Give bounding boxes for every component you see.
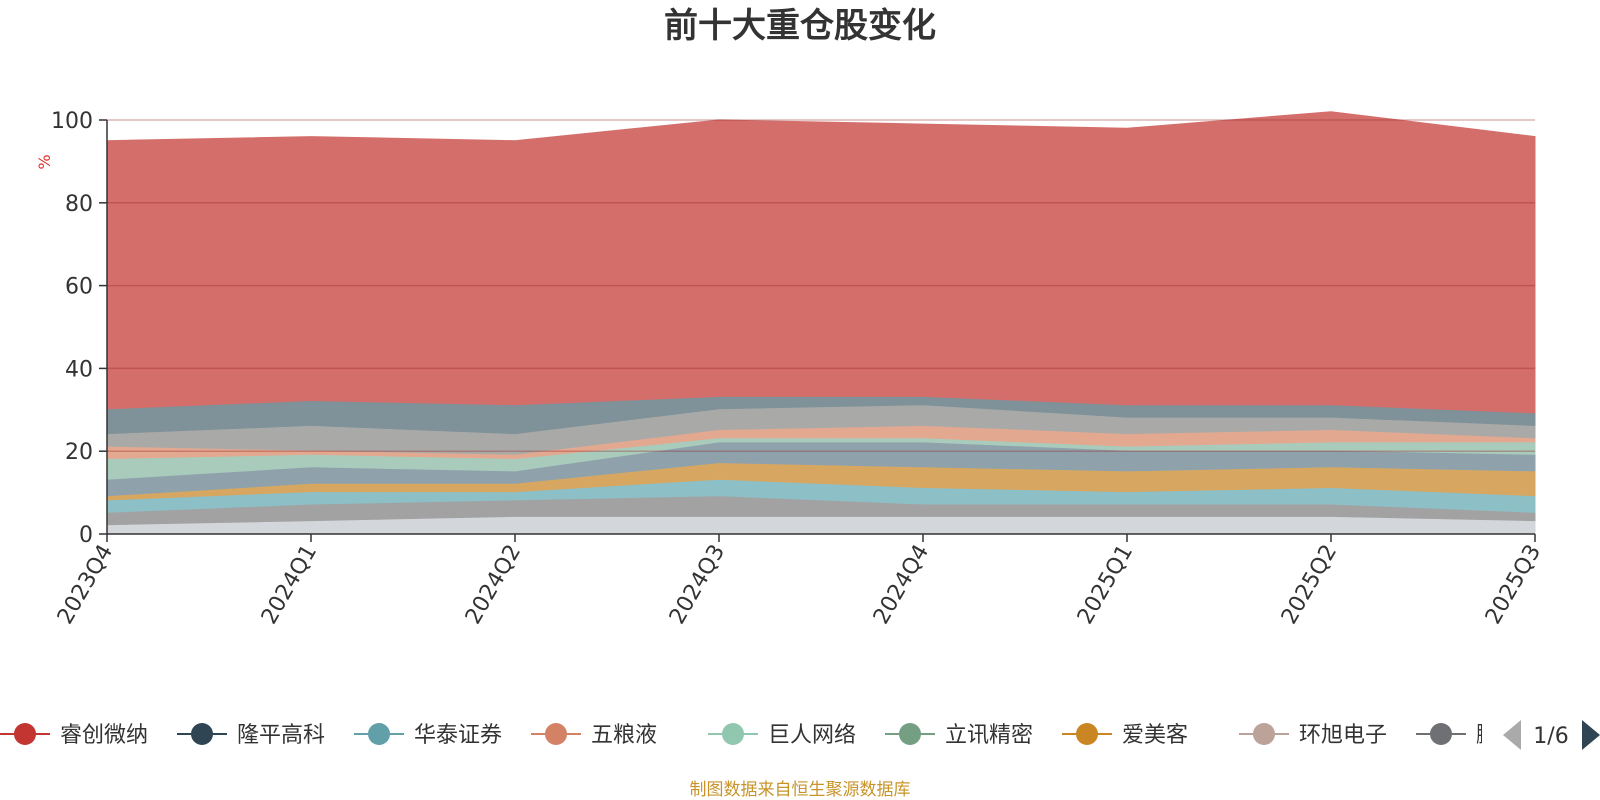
legend-item[interactable]: 隆平高科 xyxy=(177,723,325,748)
x-tick-label: 2024Q2 xyxy=(461,541,526,629)
x-tick-label: 2024Q4 xyxy=(869,541,934,629)
y-tick-label: 60 xyxy=(65,275,93,300)
y-tick-label: 80 xyxy=(65,192,93,217)
legend-label: 隆平高科 xyxy=(237,723,325,748)
legend-marker-icon xyxy=(368,723,390,745)
legend: 睿创微纳 隆平高科 华泰证券 五粮液 巨人网络 立讯精密 爱美客 环旭电子 鹏鼎控 xyxy=(0,723,1542,748)
legend-marker-icon xyxy=(14,723,36,745)
legend-label: 睿创微纳 xyxy=(60,723,148,748)
y-tick-label: 40 xyxy=(65,357,93,382)
x-axis-ticks: 2023Q4 2024Q1 2024Q2 2024Q3 2024Q4 2025Q1 2025… xyxy=(53,534,1546,629)
legend-item[interactable]: 环旭电子 xyxy=(1239,723,1387,748)
legend-prev-arrow-icon[interactable] xyxy=(1503,720,1521,750)
legend-marker-icon xyxy=(722,723,744,745)
legend-marker-icon xyxy=(1430,723,1452,745)
x-tick-label: 2025Q1 xyxy=(1073,541,1138,629)
legend-label: 环旭电子 xyxy=(1299,723,1387,748)
legend-item[interactable]: 华泰证券 xyxy=(354,723,502,748)
legend-item[interactable]: 爱美客 xyxy=(1062,723,1188,748)
legend-item[interactable]: 立讯精密 xyxy=(885,723,1033,748)
y-tick-label: 20 xyxy=(65,440,93,465)
y-axis-unit: % xyxy=(35,154,54,169)
legend-page-indicator: 1/6 xyxy=(1533,724,1568,749)
legend-label: 巨人网络 xyxy=(768,723,856,748)
x-tick-label: 2023Q4 xyxy=(53,541,118,629)
y-tick-label: 100 xyxy=(51,109,93,134)
legend-label: 鹏鼎控 xyxy=(1476,723,1542,748)
legend-marker-icon xyxy=(191,723,213,745)
legend-label: 华泰证券 xyxy=(414,723,502,748)
legend-marker-icon xyxy=(545,723,567,745)
x-tick-label: 2024Q3 xyxy=(665,541,730,629)
legend-label: 爱美客 xyxy=(1122,723,1188,748)
y-tick-label: 0 xyxy=(79,523,93,548)
legend-label: 立讯精密 xyxy=(945,723,1033,748)
area-series-group xyxy=(106,111,1536,535)
legend-marker-icon xyxy=(1076,723,1098,745)
grid-lines xyxy=(107,119,1535,452)
legend-next-arrow-icon[interactable] xyxy=(1582,720,1600,750)
legend-item[interactable]: 巨人网络 xyxy=(708,723,856,748)
legend-item[interactable]: 鹏鼎控 xyxy=(1416,723,1542,748)
y-axis-ticks: 0 20 40 60 80 100 xyxy=(51,109,107,548)
legend-pager: 1/6 xyxy=(1503,720,1600,750)
x-tick-label: 2025Q2 xyxy=(1277,541,1342,629)
legend-marker-icon xyxy=(1253,723,1275,745)
legend-item[interactable]: 五粮液 xyxy=(531,723,657,748)
legend-item[interactable]: 睿创微纳 xyxy=(0,723,148,748)
chart-title: 前十大重仓股变化 xyxy=(664,6,936,46)
data-source-note: 制图数据来自恒生聚源数据库 xyxy=(690,780,911,800)
legend-label: 五粮液 xyxy=(591,723,657,748)
legend-marker-icon xyxy=(899,723,921,745)
x-tick-label: 2024Q1 xyxy=(257,541,322,629)
x-tick-label: 2025Q3 xyxy=(1481,541,1546,629)
